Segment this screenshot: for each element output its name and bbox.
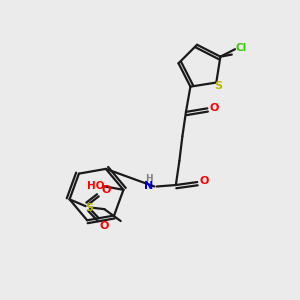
Text: S: S bbox=[85, 203, 93, 213]
Text: O: O bbox=[101, 185, 110, 195]
Text: H: H bbox=[145, 174, 153, 183]
Text: O: O bbox=[199, 176, 208, 187]
Text: O: O bbox=[209, 103, 219, 113]
Text: O: O bbox=[100, 221, 109, 231]
Text: HO: HO bbox=[87, 181, 104, 191]
Text: S: S bbox=[214, 81, 222, 91]
Text: N: N bbox=[145, 181, 154, 191]
Text: Cl: Cl bbox=[235, 43, 247, 53]
